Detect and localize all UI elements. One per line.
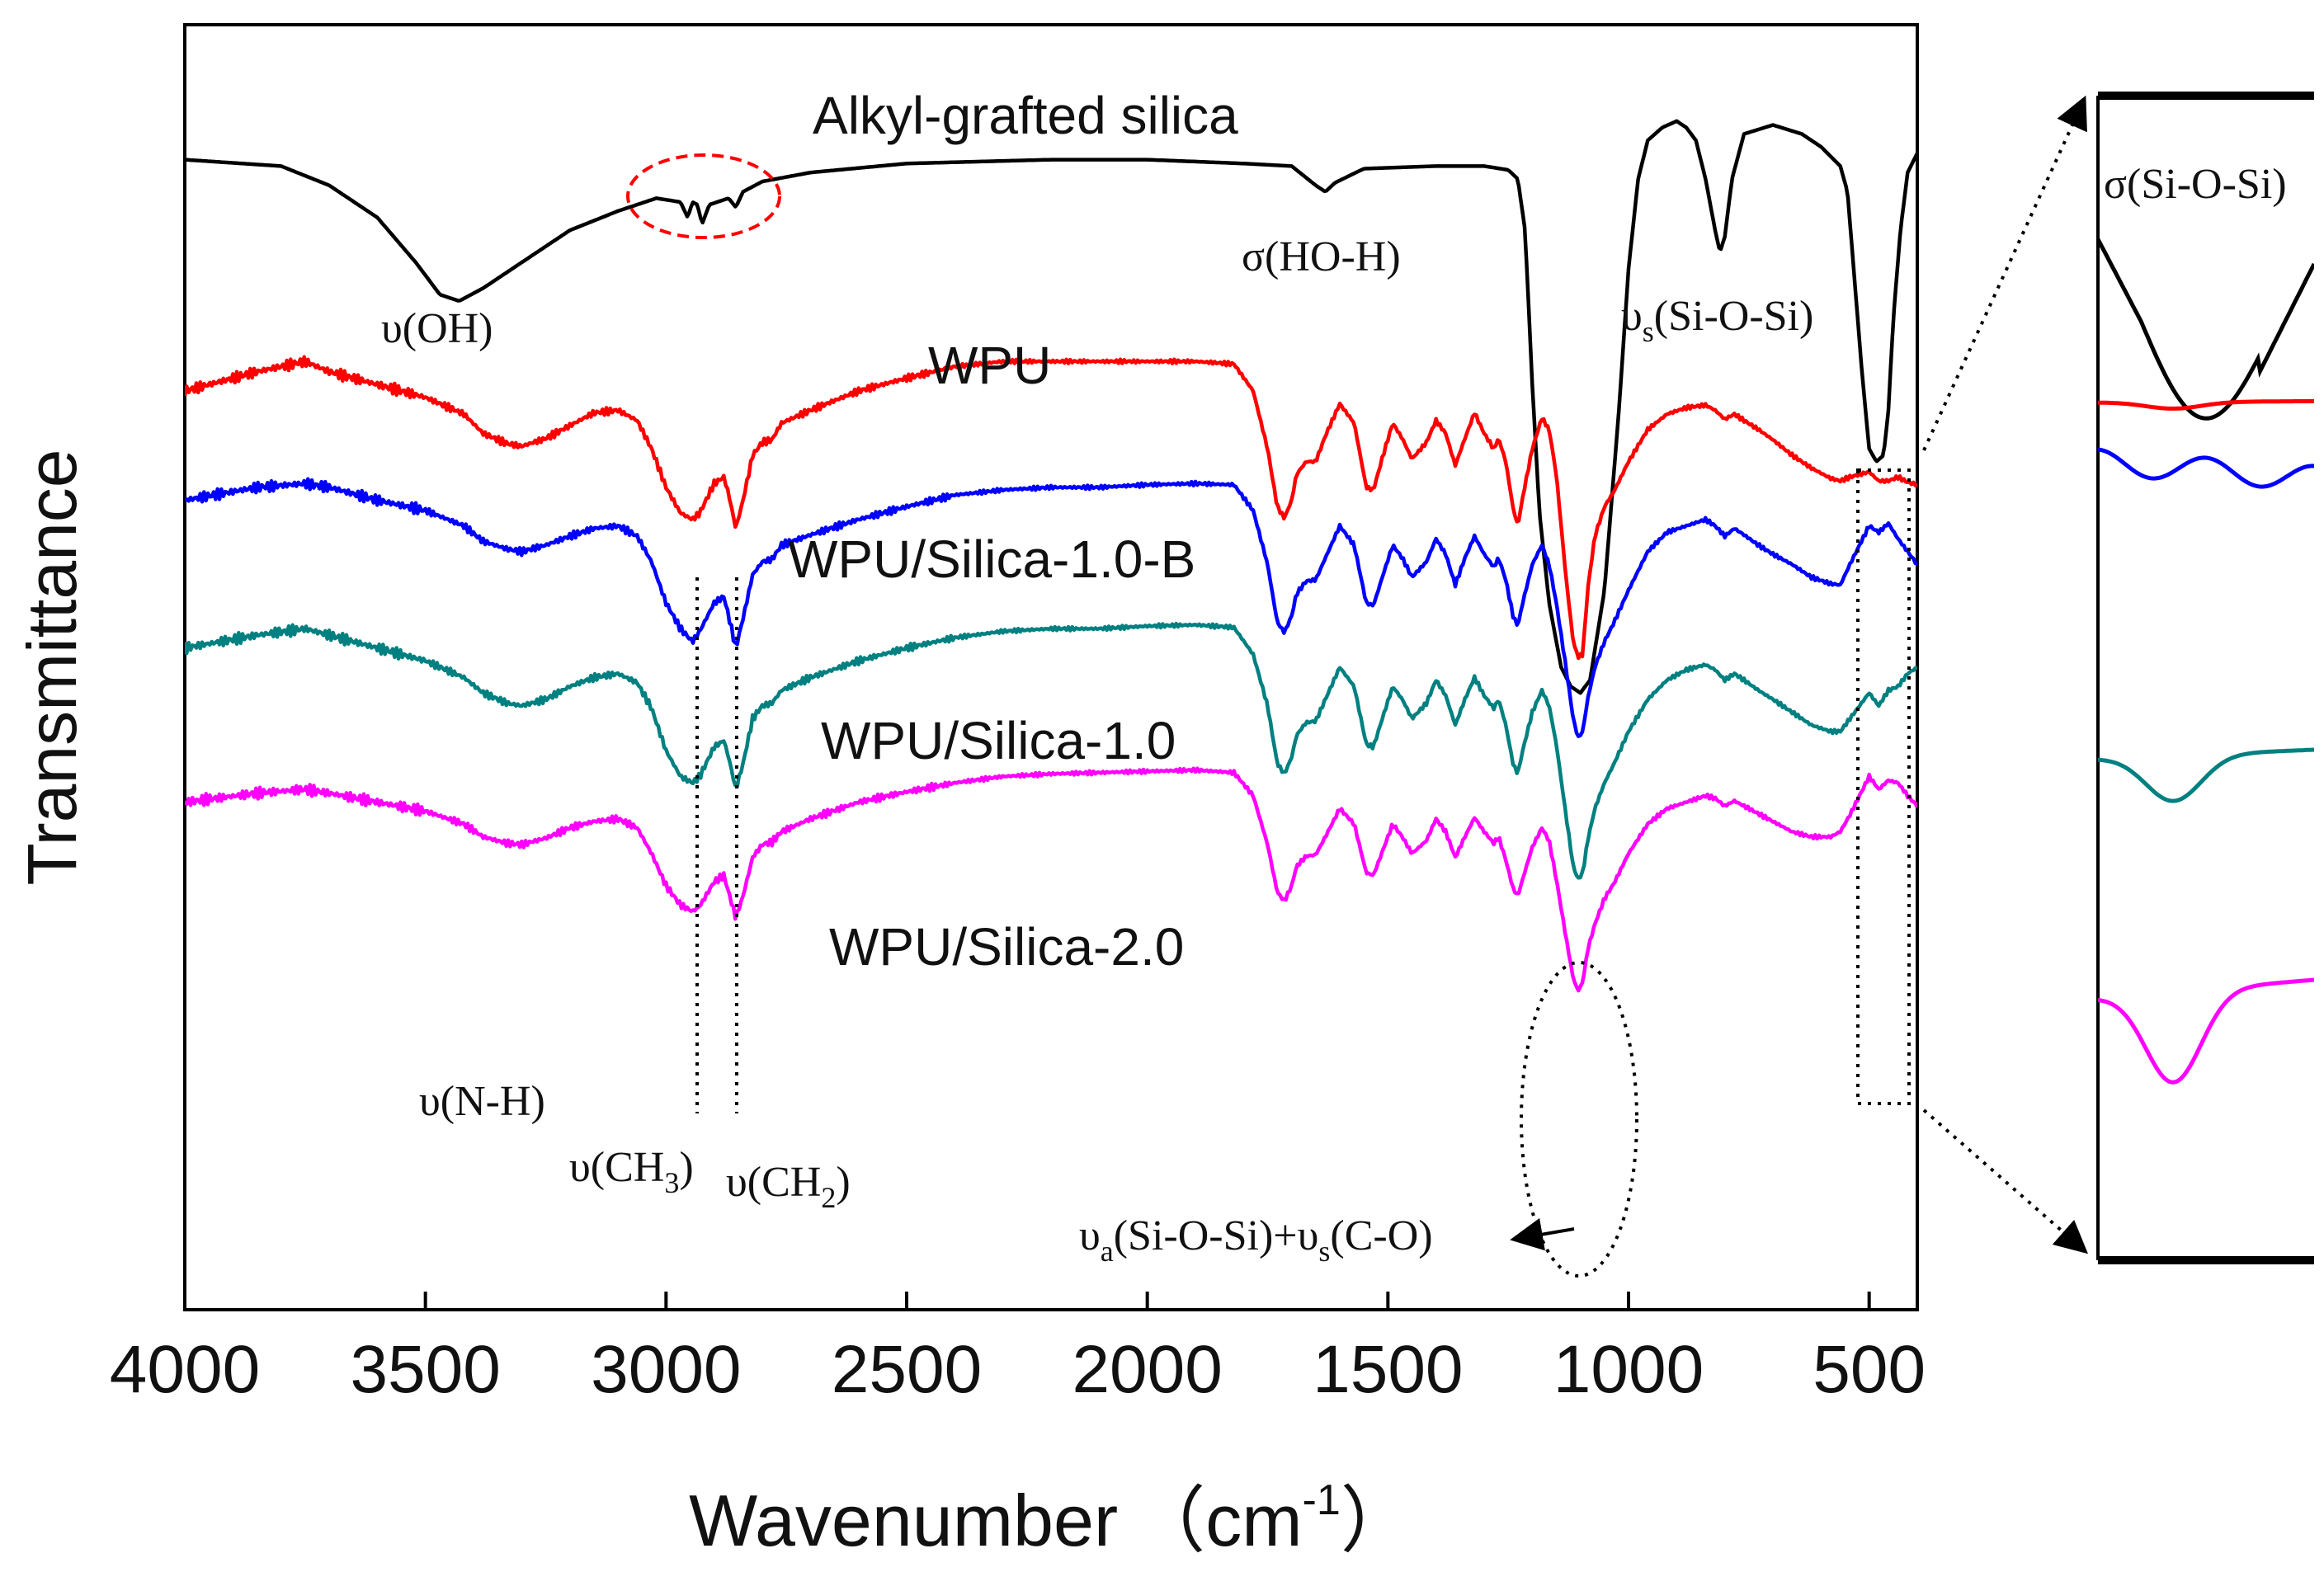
label-wpu-silica-20: WPU/Silica-2.0 — [829, 917, 1184, 977]
x-tick-label-1000: 1000 — [1553, 1332, 1704, 1407]
x-tick-label-1500: 1500 — [1313, 1332, 1463, 1407]
series-lines — [185, 119, 1917, 993]
x-tick-label-2500: 2500 — [832, 1332, 982, 1407]
ann-oh: υ(OH) — [381, 305, 493, 352]
x-axis: 4000 3500 3000 2500 2000 1500 1000 500 — [110, 1292, 1926, 1407]
x-tick-label-500: 500 — [1813, 1332, 1926, 1407]
series-line-wpu — [185, 355, 1917, 661]
zoom-connector-bottom — [1922, 1108, 2089, 1254]
series-line-alkyl-grafted-silica — [185, 119, 1917, 695]
inset-line-wpu-silica-1-0-b — [2098, 447, 2314, 489]
x-tick-label-4000: 4000 — [110, 1332, 260, 1407]
zoom-region-box — [1856, 468, 1911, 1105]
label-alkyl-silica: Alkyl-grafted silica — [813, 86, 1238, 145]
inset-line-alkyl-grafted-silica — [2098, 238, 2314, 421]
ann-hoh: σ(HO-H) — [1242, 233, 1401, 280]
label-wpu: WPU — [928, 336, 1051, 395]
alkyl-peak-highlight — [626, 153, 781, 239]
label-wpu-silica-10: WPU/Silica-1.0 — [821, 711, 1176, 770]
ann-ch2: υ(CH2) — [726, 1159, 851, 1214]
ann-sioso-s: υs(Si-O-Si) — [1621, 293, 1813, 348]
inset-line-wpu — [2098, 398, 2314, 411]
x-tick-label-3500: 3500 — [350, 1332, 500, 1407]
inset-line-wpu-silica-1-0 — [2098, 747, 2314, 803]
series-line-wpu-silica-1-0-b — [185, 477, 1917, 739]
inset-line-wpu-silica-2-0 — [2098, 977, 2314, 1085]
series-line-wpu-silica-1-0 — [185, 621, 1917, 880]
series-line-wpu-silica-2-0 — [185, 766, 1917, 993]
plot-frame — [183, 23, 1919, 1311]
sioso-band-highlight — [1520, 961, 1638, 1278]
zoom-connector-top — [1922, 95, 2087, 451]
ann-ch3: υ(CH3) — [569, 1144, 694, 1199]
x-tick-label-2000: 2000 — [1072, 1332, 1222, 1407]
ann-nh: υ(N-H) — [419, 1078, 545, 1125]
ann-sioso-co: υa(Si-O-Si)+υs(C-O) — [1079, 1212, 1433, 1268]
inset-label: σ(Si-O-Si) — [2104, 161, 2287, 208]
inset-lines — [2098, 238, 2314, 1085]
ann-sioso-co-arrow — [1510, 1217, 1575, 1251]
x-tick-label-3000: 3000 — [591, 1332, 741, 1407]
x-axis-title: Wavenumber （cm-1） — [689, 1476, 1413, 1561]
label-wpu-silica-10b: WPU/Silica-1.0-B — [788, 529, 1195, 589]
y-axis-title: Transmittance — [13, 449, 91, 885]
